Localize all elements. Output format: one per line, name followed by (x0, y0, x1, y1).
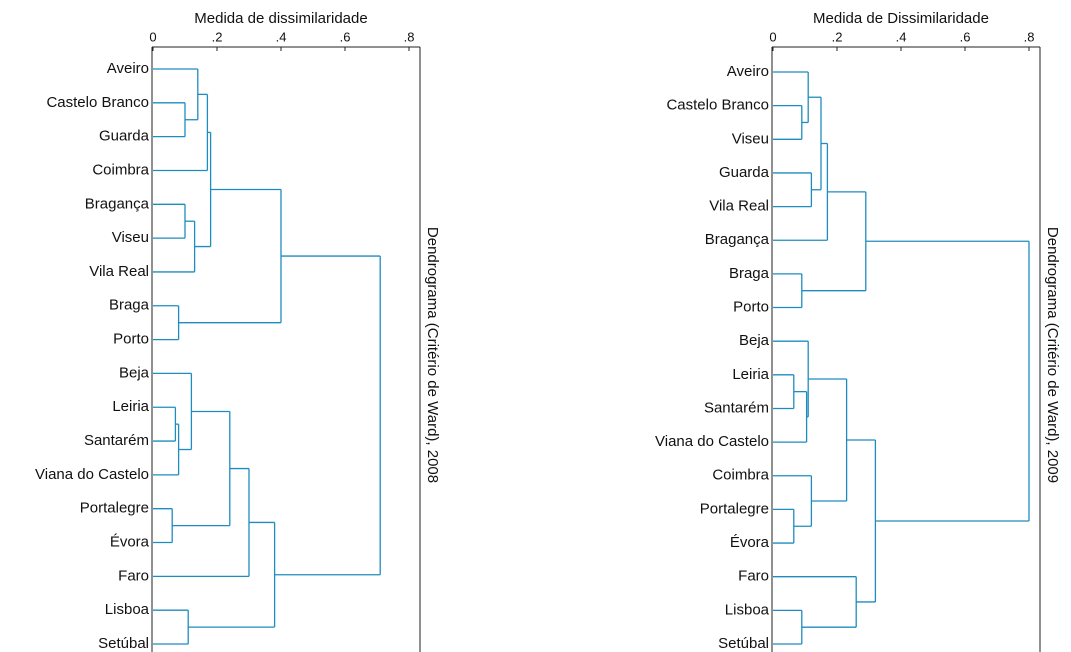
leaf-label: Braga (109, 297, 150, 314)
leaf-label: Beja (739, 332, 770, 349)
leaf-label: Aveiro (727, 63, 769, 80)
leaf-label: Évora (110, 533, 150, 550)
leaf-label: Faro (118, 567, 149, 584)
x-axis-label: Medida de Dissimilaridade (813, 10, 989, 27)
leaf-label: Porto (113, 331, 149, 348)
x-axis-label: Medida de dissimilaridade (194, 10, 367, 27)
leaf-label: Portalegre (80, 500, 149, 517)
leaf-label: Braga (729, 265, 770, 282)
leaf-label: Évora (730, 534, 770, 551)
leaf-label: Portalegre (700, 500, 769, 517)
leaf-label: Viana do Castelo (655, 433, 769, 450)
leaf-label: Bragança (85, 195, 150, 212)
leaf-label: Lisboa (725, 601, 770, 618)
leaf-label: Santarém (84, 432, 149, 449)
x-tick-label: .8 (1024, 29, 1035, 44)
chart-title: Dendrograma (Critério de Ward), 2008 (424, 227, 441, 483)
leaf-label: Castelo Branco (666, 97, 769, 114)
leaf-label: Guarda (99, 128, 150, 145)
chart-title: Dendrograma (Critério de Ward), 2009 (1044, 227, 1061, 483)
x-tick-label: .4 (276, 29, 287, 44)
leaf-label: Setúbal (98, 635, 149, 652)
x-tick-label: .2 (212, 29, 223, 44)
x-tick-label: .8 (404, 29, 415, 44)
leaf-label: Coimbra (712, 467, 769, 484)
leaf-label: Viseu (112, 229, 149, 246)
x-tick-label: .6 (960, 29, 971, 44)
x-tick-label: 0 (149, 29, 156, 44)
leaf-label: Vila Real (89, 263, 149, 280)
leaf-label: Bragança (705, 231, 770, 248)
x-tick-label: .4 (896, 29, 907, 44)
leaf-label: Santarém (704, 399, 769, 416)
leaf-label: Leiria (112, 398, 149, 415)
leaf-label: Coimbra (92, 161, 149, 178)
x-tick-label: 0 (769, 29, 776, 44)
leaf-label: Setúbal (718, 635, 769, 652)
leaf-label: Guarda (719, 164, 770, 181)
leaf-label: Faro (738, 568, 769, 585)
leaf-label: Viseu (732, 130, 769, 147)
leaf-label: Aveiro (107, 60, 149, 77)
x-tick-label: .6 (340, 29, 351, 44)
leaf-label: Castelo Branco (46, 94, 149, 111)
leaf-label: Viana do Castelo (35, 466, 149, 483)
leaf-label: Porto (733, 298, 769, 315)
leaf-label: Vila Real (709, 198, 769, 215)
leaf-label: Leiria (732, 366, 769, 383)
x-tick-label: .2 (832, 29, 843, 44)
leaf-label: Beja (119, 364, 150, 381)
leaf-label: Lisboa (105, 601, 150, 618)
